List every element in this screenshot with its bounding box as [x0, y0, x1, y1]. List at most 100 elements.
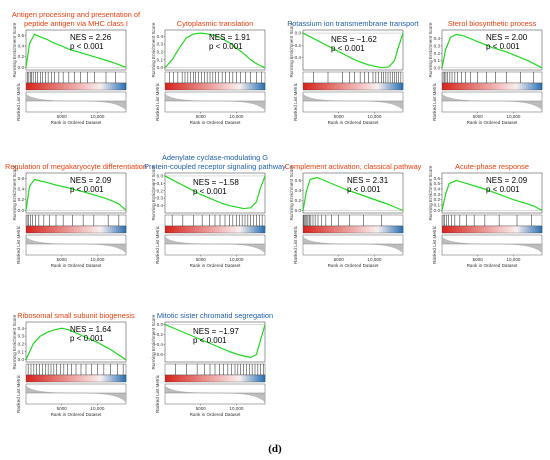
rank-heat-cell [100, 226, 103, 233]
rank-heat-cell [247, 83, 250, 90]
rank-heat-cell [261, 375, 264, 382]
y-tick-label: −0.2 [154, 332, 164, 337]
rank-heat-cell [72, 375, 75, 382]
rank-heat-cell [36, 83, 39, 90]
rank-heat-cell [209, 375, 212, 382]
rank-heat-cell [504, 226, 507, 233]
y-axis-label: Running Enrichment Score [151, 314, 156, 369]
rank-heat-cell [371, 226, 374, 233]
p-value-label: p < 0.001 [209, 42, 243, 51]
rank-heat-cell [46, 375, 49, 382]
rank-heat-cell [102, 226, 105, 233]
ranked-metric-area [25, 93, 127, 111]
rank-heat-cell [484, 226, 487, 233]
rank-heat-cell [181, 83, 184, 90]
rank-heat-cell [486, 226, 489, 233]
gsea-panel-2: Cytoplasmic translation 0.4 0.3 0.2 0.1 0.0Ru… [151, 19, 266, 125]
rank-heat-cell [249, 375, 252, 382]
rank-heat-cell [516, 83, 519, 90]
rank-heat-cell [114, 83, 117, 90]
gsea-panel-8: Acute-phase response 0.60.50.40.30.20.10.… [428, 162, 543, 268]
es-plot-frame [25, 172, 127, 214]
nes-label: NES = 2.09 [70, 176, 112, 185]
rank-heat-cell [303, 226, 306, 233]
rank-heat-cell [50, 83, 53, 90]
rank-heat-cell [474, 83, 477, 90]
x-tick-label: 5000 [196, 257, 207, 262]
rank-heat-cell [315, 226, 318, 233]
rank-heat-cell [187, 375, 190, 382]
ranked-metric-area [164, 236, 266, 254]
rank-heat-cell [213, 226, 216, 233]
rank-heat-cell [201, 375, 204, 382]
rank-heat-cell [337, 226, 340, 233]
rank-heat-cell [263, 226, 266, 233]
rank-heat-cell [90, 375, 93, 382]
rank-heat-cell [329, 226, 332, 233]
rank-heat-cell [167, 226, 170, 233]
rank-heat-cell [347, 83, 350, 90]
y-tick-label: 0.6 [18, 176, 25, 181]
rank-heat-cell [191, 226, 194, 233]
rank-heat-cell [179, 375, 182, 382]
rank-heat-cell [179, 226, 182, 233]
rank-heat-cell [253, 226, 256, 233]
rank-heat-cell [112, 226, 115, 233]
rank-heat-cell [239, 375, 242, 382]
rank-heat-cell [225, 83, 228, 90]
x-tick-label: 10,000 [506, 257, 520, 262]
rank-heat-cell [86, 226, 89, 233]
rank-heat-cell [90, 226, 93, 233]
rank-heat-cell [444, 83, 447, 90]
rank-heat-cell [26, 226, 29, 233]
rank-heat-cell [86, 83, 89, 90]
rank-heat-cell [534, 83, 537, 90]
rank-heat-cell [203, 83, 206, 90]
ranked-metric-area [441, 236, 543, 254]
rank-heat-cell [307, 83, 310, 90]
rank-heat-cell [118, 375, 121, 382]
rank-heat-cell [124, 83, 127, 90]
rank-heat-cell [70, 83, 73, 90]
rank-heat-cell [341, 83, 344, 90]
gsea-panel-10: Mitotic sister chromatid segregation 0.0 −… [151, 311, 273, 417]
rank-heat-cell [460, 226, 463, 233]
rank-heat-cell [367, 83, 370, 90]
rank-heat-cell [231, 375, 234, 382]
y-tick-label: 0.3 [434, 44, 441, 49]
rank-heat-cell [462, 83, 465, 90]
rank-heat-cell [72, 83, 75, 90]
rank-heat-cell [209, 83, 212, 90]
rank-heat-cell [215, 83, 218, 90]
rank-heat-cell [187, 226, 190, 233]
rank-heat-cell [50, 226, 53, 233]
ranked-metric-area [25, 236, 127, 254]
rank-heat-cell [193, 375, 196, 382]
rank-heat-cell [482, 226, 485, 233]
rank-heat-cell [199, 83, 202, 90]
y-tick-label: −0.2 [154, 188, 164, 193]
rank-heat-cell [199, 226, 202, 233]
rank-heat-cell [307, 226, 310, 233]
rank-heat-cell [508, 226, 511, 233]
rank-heat-cell [177, 375, 180, 382]
nes-label: NES = 1.91 [209, 33, 251, 42]
rank-heat-cell [28, 83, 31, 90]
rank-heat-cell [223, 83, 226, 90]
rank-heat-cell [191, 375, 194, 382]
rank-heat-cell [476, 83, 479, 90]
rank-heat-cell [496, 83, 499, 90]
rank-heat-cell [317, 83, 320, 90]
rank-heat-cell [66, 83, 69, 90]
enrichment-score-line [25, 327, 127, 361]
y-tick-label: −0.4 [292, 55, 302, 60]
rank-heat-cell [68, 375, 71, 382]
y-tick-label: 0.3 [157, 42, 164, 47]
rank-heat-cell [68, 83, 71, 90]
nes-label: NES = 2.09 [486, 176, 528, 185]
rank-heat-cell [448, 226, 451, 233]
ranked-metric-area [441, 93, 543, 111]
panel-title: Adenylate cyclase-modulating G [162, 153, 268, 162]
heat-strip-frame [164, 225, 266, 234]
rank-heat-cell [50, 375, 53, 382]
